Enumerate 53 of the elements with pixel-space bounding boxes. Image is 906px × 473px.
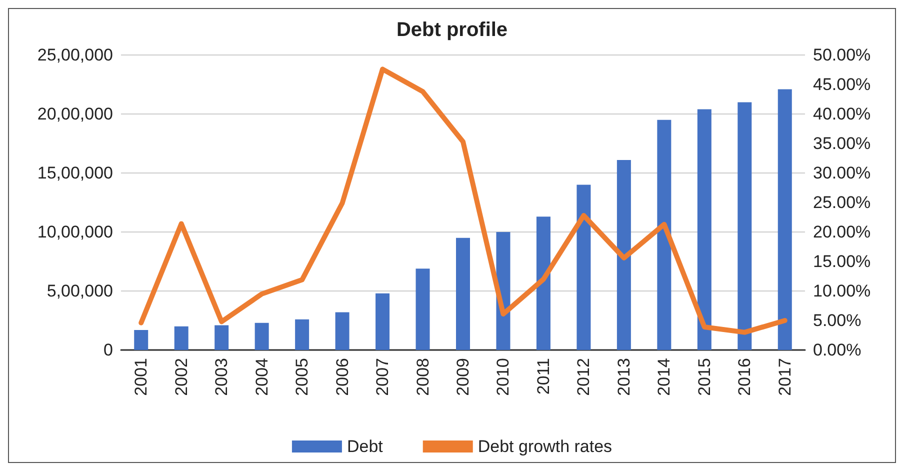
bar <box>576 184 591 350</box>
bar <box>416 268 430 350</box>
x-tick-label: 2017 <box>775 358 794 396</box>
x-tick-label: 2010 <box>494 358 513 396</box>
bar <box>376 293 390 350</box>
y2-tick-label: 45.00% <box>813 75 871 94</box>
bar <box>174 326 188 350</box>
y2-tick-label: 10.00% <box>813 282 871 300</box>
bar <box>456 238 470 350</box>
y2-tick-label: 35.00% <box>813 134 871 153</box>
bar <box>738 102 752 350</box>
bar <box>134 330 148 350</box>
bar <box>536 216 550 350</box>
x-tick-label: 2007 <box>373 358 392 396</box>
bar <box>254 322 269 350</box>
x-tick-label: 2016 <box>735 358 754 396</box>
chart-title: Debt profile <box>396 19 508 41</box>
x-tick-label: 2002 <box>172 358 191 396</box>
x-tick-label: 2013 <box>614 358 634 396</box>
y-tick-label: 15,00,000 <box>37 164 113 182</box>
x-tick-label: 2006 <box>332 358 352 396</box>
y2-tick-label: 15.00% <box>813 252 871 271</box>
x-tick-label: 2011 <box>534 358 553 395</box>
y-tick-label: 10,00,000 <box>37 222 113 242</box>
x-tick-label: 2004 <box>252 358 272 396</box>
y2-tick-label: 40.00% <box>813 104 871 124</box>
x-tick-label: 2003 <box>212 358 232 396</box>
legend-label: Debt growth rates <box>478 437 612 456</box>
x-tick-label: 2001 <box>132 358 151 396</box>
legend-label: Debt <box>346 437 384 456</box>
y2-tick-label: 25.00% <box>813 193 871 212</box>
x-tick-label: 2005 <box>292 358 312 396</box>
x-tick-label: 2012 <box>574 358 594 396</box>
x-tick-label: 2015 <box>694 358 714 396</box>
x-tick-label: 2014 <box>654 358 674 396</box>
bar <box>295 319 310 350</box>
bar <box>657 120 672 350</box>
y-tick-label: 5,00,000 <box>46 282 113 300</box>
x-tick-label: 2008 <box>413 358 432 396</box>
y2-tick-label: 20.00% <box>813 222 871 242</box>
bar <box>616 160 631 350</box>
bar <box>697 109 712 350</box>
y-tick-label: 0 <box>104 340 113 360</box>
y2-tick-label: 30.00% <box>813 164 871 182</box>
y-tick-label: 20,00,000 <box>37 104 113 124</box>
bar <box>335 312 350 350</box>
y2-tick-label: 0.00% <box>813 340 862 360</box>
y2-tick-label: 50.00% <box>813 46 871 64</box>
x-tick-label: 2009 <box>454 358 472 396</box>
y2-tick-label: 5.00% <box>813 311 862 330</box>
bar <box>214 325 229 350</box>
bar <box>778 89 792 350</box>
y-tick-label: 25,00,000 <box>37 46 113 64</box>
